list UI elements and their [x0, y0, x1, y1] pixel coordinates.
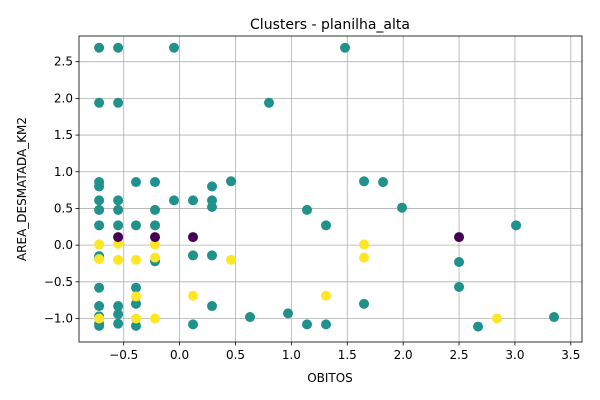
data-point [131, 177, 142, 188]
data-point [94, 220, 105, 231]
data-point [113, 42, 124, 53]
data-point [340, 42, 351, 53]
data-point [94, 313, 105, 324]
y-ticks: −1.0 −0.5 0.0 0.5 1.0 1.5 2.0 2.5 [44, 55, 79, 326]
x-tick-label: 2.0 [394, 348, 413, 362]
y-tick-label: −0.5 [44, 275, 73, 289]
data-point [131, 291, 142, 302]
x-tick-label: 2.5 [449, 348, 468, 362]
data-point [397, 202, 408, 213]
data-point [302, 319, 313, 330]
data-point [321, 319, 332, 330]
data-point [113, 97, 124, 108]
x-tick-label: −0.5 [109, 348, 138, 362]
data-point [94, 195, 105, 206]
x-tick-label: 0.5 [226, 348, 245, 362]
data-point [113, 309, 124, 320]
data-point [131, 282, 142, 293]
y-tick-label: 1.0 [54, 165, 73, 179]
x-tick-label: 3.0 [505, 348, 524, 362]
data-point [359, 252, 370, 263]
data-point [113, 204, 124, 215]
data-point [94, 282, 105, 293]
data-point [94, 254, 105, 265]
data-point [321, 220, 332, 231]
data-point [188, 195, 199, 206]
data-point [207, 301, 218, 312]
y-tick-label: 0.5 [54, 201, 73, 215]
data-point [113, 318, 124, 329]
data-point [359, 239, 370, 250]
data-point [150, 232, 161, 243]
data-point [454, 232, 465, 243]
plot-frame [78, 35, 583, 343]
data-point [150, 252, 161, 263]
data-point [94, 42, 105, 53]
data-point [113, 195, 124, 206]
data-point [188, 250, 199, 261]
data-point [207, 181, 218, 192]
data-point [492, 313, 503, 324]
x-tick-label: 1.5 [338, 348, 357, 362]
y-tick-label: 2.5 [54, 55, 73, 69]
data-point [150, 204, 161, 215]
data-point [94, 181, 105, 192]
data-point [511, 220, 522, 231]
data-point [113, 254, 124, 265]
data-point [207, 201, 218, 212]
data-point [245, 312, 256, 323]
x-ticks: −0.5 0.0 0.5 1.0 1.5 2.0 2.5 3.0 3.5 [109, 342, 580, 362]
data-point [131, 313, 142, 324]
data-point [169, 195, 180, 206]
data-point [264, 97, 275, 108]
y-tick-label: 0.0 [54, 238, 73, 252]
data-point [473, 321, 484, 332]
data-point [131, 298, 142, 309]
data-point [131, 254, 142, 265]
data-points [94, 42, 560, 332]
y-axis-label: AREA_DESMATADA_KM2 [15, 117, 29, 261]
x-tick-label: 1.0 [282, 348, 301, 362]
data-point [113, 301, 124, 312]
data-point [150, 220, 161, 231]
grid [79, 36, 582, 342]
chart-title: Clusters - planilha_alta [250, 17, 410, 33]
data-point [113, 220, 124, 231]
data-point [94, 301, 105, 312]
data-point [131, 320, 142, 331]
data-point [454, 281, 465, 292]
data-point [302, 204, 313, 215]
data-point [188, 232, 199, 243]
data-point [169, 42, 180, 53]
data-point [188, 319, 199, 330]
data-point [94, 239, 105, 250]
data-point [150, 239, 161, 250]
data-point [359, 176, 370, 187]
x-tick-label: 3.5 [561, 348, 580, 362]
data-point [226, 254, 237, 265]
data-point [113, 232, 124, 243]
data-point [188, 290, 199, 301]
data-point [131, 220, 142, 231]
data-point [359, 298, 370, 309]
data-point [321, 290, 332, 301]
data-point [226, 176, 237, 187]
y-tick-label: 1.5 [54, 128, 73, 142]
data-point [454, 257, 465, 268]
data-point [94, 97, 105, 108]
data-point [94, 204, 105, 215]
data-point [549, 312, 560, 323]
y-tick-label: −1.0 [44, 312, 73, 326]
data-point [378, 177, 389, 188]
y-tick-label: 2.0 [54, 91, 73, 105]
data-point [283, 308, 294, 319]
data-point [150, 313, 161, 324]
data-point [150, 177, 161, 188]
data-point [207, 250, 218, 261]
x-tick-label: 0.0 [170, 348, 189, 362]
x-axis-label: OBITOS [307, 371, 353, 385]
